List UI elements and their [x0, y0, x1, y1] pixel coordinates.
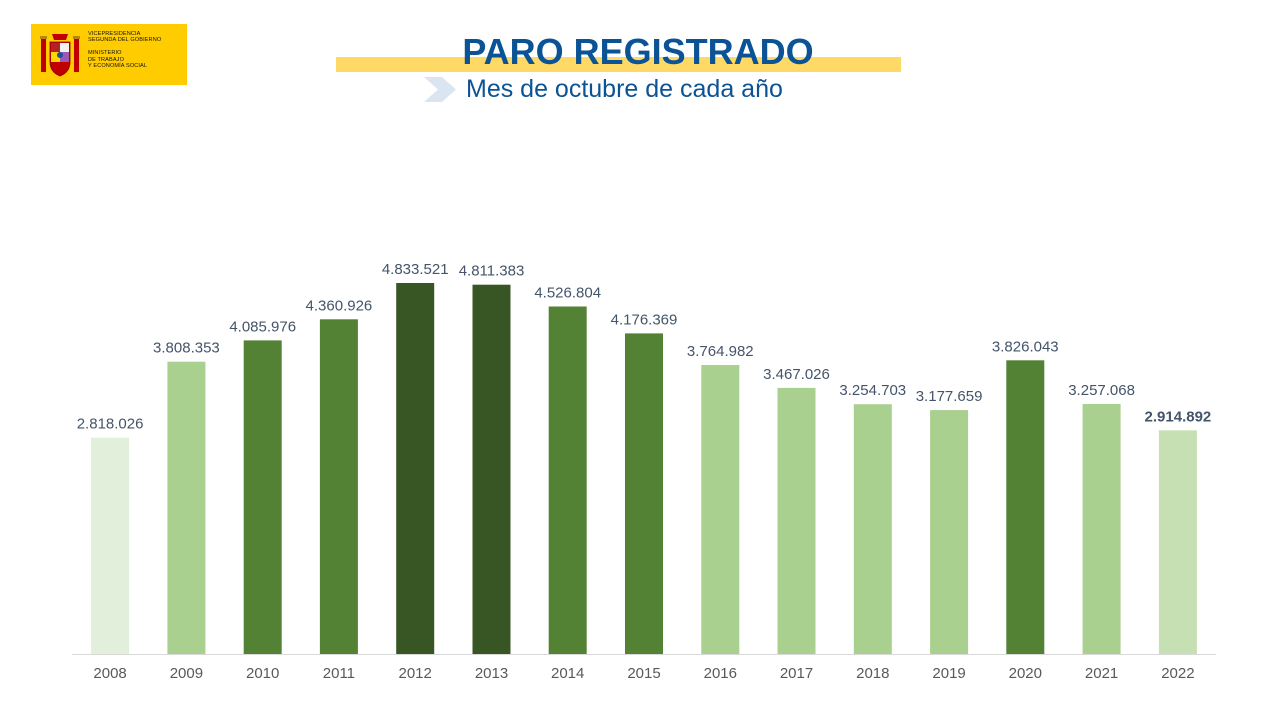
data-label-2010: 4.085.976 [229, 318, 296, 335]
data-label-2011: 4.360.926 [306, 297, 373, 314]
data-label-2018: 3.254.703 [839, 382, 906, 399]
bar-2014 [548, 306, 587, 654]
x-tick-label-2012: 2012 [399, 665, 432, 682]
title-highlight-band [336, 57, 901, 72]
x-tick-label-2018: 2018 [856, 665, 889, 682]
x-tick-label-2010: 2010 [246, 665, 279, 682]
bar-2012 [396, 283, 435, 654]
data-label-2017: 3.467.026 [763, 366, 830, 383]
bar-2020 [1006, 360, 1045, 654]
x-tick-label-2013: 2013 [475, 665, 508, 682]
data-label-2020: 3.826.043 [992, 338, 1059, 355]
data-label-2013: 4.811.383 [459, 263, 525, 280]
bar-2015 [625, 333, 663, 654]
data-label-2015: 4.176.369 [611, 311, 678, 328]
data-label-2016: 3.764.982 [687, 343, 754, 360]
page-title: PARO REGISTRADO [462, 31, 814, 72]
x-tick-label-2011: 2011 [323, 665, 355, 682]
bar-2011 [319, 319, 358, 654]
bar-2008 [91, 437, 130, 654]
x-tick-label-2019: 2019 [932, 665, 965, 682]
bar-2013 [472, 284, 511, 654]
bar-2018 [853, 404, 892, 654]
bar-2019 [930, 410, 969, 654]
x-tick-label-2022: 2022 [1161, 665, 1194, 682]
coat-of-arms-icon [40, 34, 80, 77]
x-tick-label-2021: 2021 [1085, 665, 1118, 682]
bar-2017 [777, 387, 816, 654]
x-tick-label-2020: 2020 [1009, 665, 1042, 682]
bar-2009 [167, 361, 206, 654]
x-tick-label-2017: 2017 [780, 665, 813, 682]
x-tick-label-2009: 2009 [170, 665, 203, 682]
ministry-name: VICEPRESIDENCIA SEGUNDA DEL GOBIERNO MIN… [88, 31, 162, 70]
data-label-2014: 4.526.804 [534, 285, 601, 302]
data-label-2012: 4.833.521 [382, 261, 449, 278]
bar-2021 [1082, 404, 1121, 654]
x-tick-label-2014: 2014 [551, 665, 584, 682]
government-logo: VICEPRESIDENCIA SEGUNDA DEL GOBIERNO MIN… [31, 24, 187, 85]
page-subtitle: Mes de octubre de cada año [466, 75, 783, 103]
x-tick-label-2015: 2015 [627, 665, 660, 682]
data-label-2019: 3.177.659 [916, 388, 983, 405]
data-label-2022: 2.914.892 [1145, 408, 1212, 425]
data-label-2021: 3.257.068 [1068, 382, 1135, 399]
bar-2010 [243, 340, 282, 654]
data-label-2008: 2.818.026 [77, 416, 144, 433]
chevron-right-icon [424, 77, 456, 102]
bar-2022 [1158, 430, 1197, 654]
data-label-2009: 3.808.353 [153, 340, 220, 357]
bar-2016 [701, 365, 740, 654]
x-tick-label-2008: 2008 [93, 665, 126, 682]
x-tick-label-2016: 2016 [704, 665, 737, 682]
